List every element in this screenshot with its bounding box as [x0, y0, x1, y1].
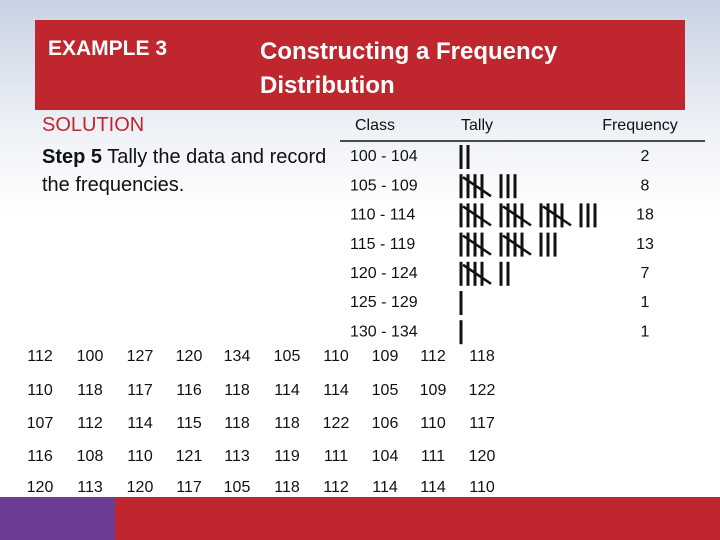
data-value: 110: [469, 479, 495, 496]
solution-heading: SOLUTION: [42, 114, 145, 136]
data-value: 105: [224, 479, 251, 496]
data-value: 113: [224, 448, 250, 465]
tally: [459, 145, 470, 169]
column-header: Frequency: [602, 117, 678, 134]
data-value: 122: [323, 415, 350, 432]
data-value: 105: [372, 382, 399, 399]
tally: [459, 174, 517, 199]
data-value: 118: [77, 382, 103, 399]
data-value: 100: [77, 348, 104, 365]
data-value: 112: [77, 415, 103, 432]
frequency: 18: [636, 207, 654, 224]
tally-slash: [462, 205, 492, 227]
data-value: 114: [127, 415, 153, 432]
data-value: 111: [421, 448, 445, 465]
data-value: 120: [469, 448, 496, 465]
slide-title: Constructing a Frequency Distribution: [260, 38, 558, 99]
frequency: 7: [641, 265, 650, 282]
class-label: 110 - 114: [350, 207, 415, 224]
data-value: 118: [224, 382, 250, 399]
data-value: 127: [127, 348, 154, 365]
data-value: 115: [176, 415, 202, 432]
data-value: 118: [224, 415, 250, 432]
data-value: 117: [469, 415, 495, 432]
data-value: 107: [27, 415, 54, 432]
data-value: 120: [127, 479, 154, 496]
data-value: 104: [372, 448, 399, 465]
step-label: Step 5: [42, 146, 103, 168]
data-value: 134: [224, 348, 251, 365]
class-label: 105 - 109: [350, 177, 418, 194]
tally-slash: [462, 234, 492, 256]
data-value: 110: [27, 382, 53, 399]
data-value: 105: [274, 348, 301, 365]
data-value: 112: [420, 348, 446, 365]
class-label: 100 - 104: [350, 148, 418, 165]
footer-bar: [115, 497, 720, 540]
data-value: 111: [324, 448, 348, 465]
tally-slash: [462, 263, 492, 285]
data-value: 118: [469, 348, 495, 365]
class-label: 130 - 134: [350, 323, 418, 340]
data-value: 118: [274, 415, 300, 432]
step-text: Step 5 Tally the data and record the fre…: [42, 143, 332, 199]
tally-slash: [502, 205, 532, 227]
data-value: 109: [420, 382, 447, 399]
data-value: 110: [127, 448, 153, 465]
data-value: 120: [176, 348, 203, 365]
data-value: 120: [27, 479, 54, 496]
data-value: 121: [176, 448, 203, 465]
data-value: 116: [176, 382, 202, 399]
data-value: 112: [27, 348, 53, 365]
data-value: 116: [27, 448, 53, 465]
data-value: 117: [176, 479, 202, 496]
footer-square: [0, 497, 115, 540]
example-label: EXAMPLE 3: [48, 37, 168, 60]
tally-slash: [542, 205, 572, 227]
data-value: 110: [323, 348, 349, 365]
column-header: Class: [355, 117, 395, 134]
data-value: 108: [77, 448, 104, 465]
class-label: 125 - 129: [350, 294, 418, 311]
tally: [459, 261, 510, 286]
column-header: Tally: [461, 117, 493, 134]
data-value: 114: [372, 479, 398, 496]
tally: [459, 232, 557, 257]
header-box: [35, 20, 685, 110]
frequency: 1: [641, 294, 650, 311]
data-value: 106: [372, 415, 399, 432]
data-value: 122: [469, 382, 496, 399]
data-value: 114: [274, 382, 300, 399]
data-value: 112: [323, 479, 349, 496]
data-value: 113: [77, 479, 103, 496]
frequency: 2: [641, 148, 650, 165]
data-value: 114: [420, 479, 446, 496]
data-value: 114: [323, 382, 349, 399]
data-value: 109: [372, 348, 399, 365]
frequency: 8: [641, 177, 650, 194]
tally-slash: [502, 234, 532, 256]
data-value: 119: [274, 448, 300, 465]
frequency: 1: [641, 323, 650, 340]
data-value: 117: [127, 382, 153, 399]
data-value: 110: [420, 415, 446, 432]
class-label: 115 - 119: [350, 236, 415, 253]
data-value: 118: [274, 479, 300, 496]
step-body: Tally the data and record the frequencie…: [42, 146, 327, 196]
frequency: 13: [636, 236, 654, 253]
tally: [459, 203, 597, 228]
class-label: 120 - 124: [350, 265, 418, 282]
tally-slash: [462, 176, 492, 198]
